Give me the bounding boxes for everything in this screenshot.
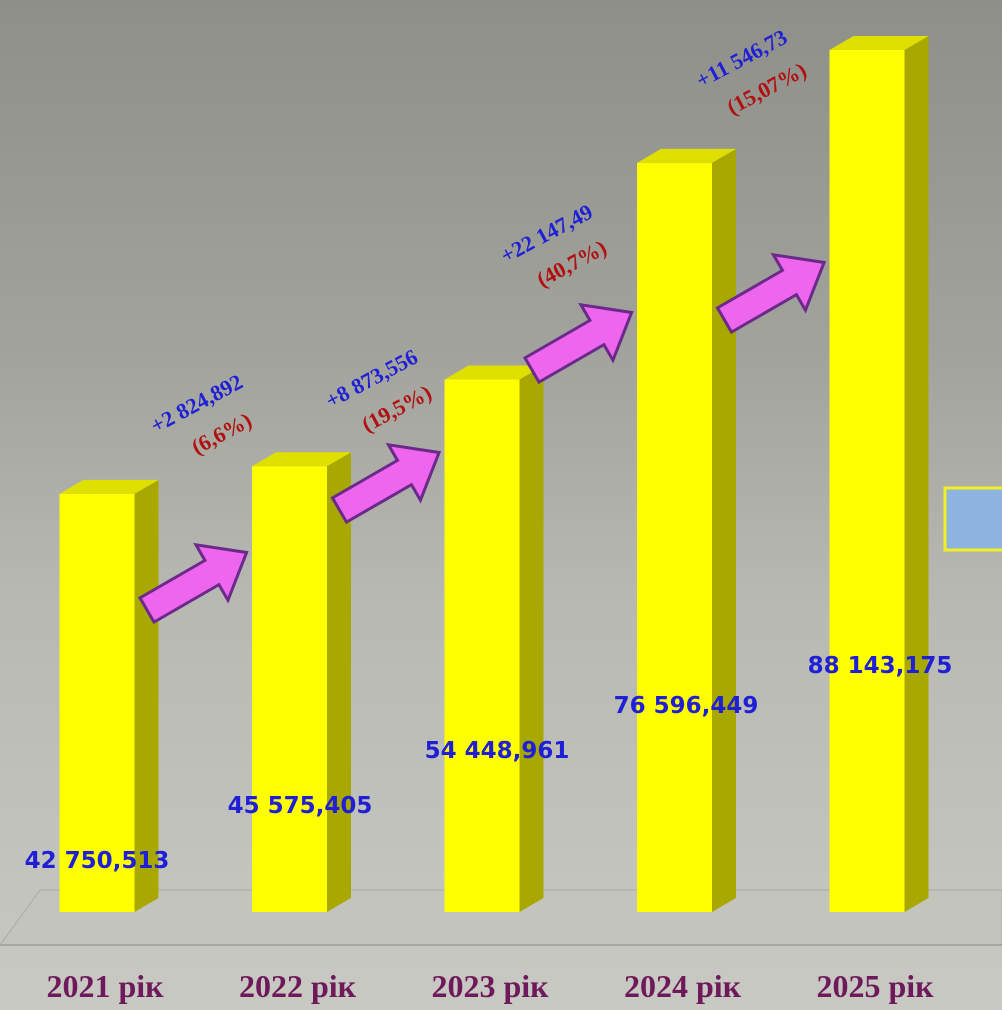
legend-swatch <box>945 488 1002 550</box>
bar-side <box>712 149 736 912</box>
value-label: 54 448,961 <box>425 738 570 764</box>
bar-side <box>520 366 544 912</box>
x-tick-label: 2025 рік <box>816 968 934 1004</box>
value-label: 76 596,449 <box>614 693 759 719</box>
value-label: 42 750,513 <box>25 848 170 874</box>
bar <box>830 50 905 912</box>
x-tick-label: 2022 рік <box>239 968 357 1004</box>
bar <box>637 163 712 912</box>
bar <box>445 380 520 912</box>
value-label: 45 575,405 <box>228 793 373 819</box>
bar-side <box>905 36 929 912</box>
x-tick-label: 2024 рік <box>624 968 742 1004</box>
chart: +2 824,892(6,6%)+8 873,556(19,5%)+22 147… <box>0 0 1002 1010</box>
value-label: 88 143,175 <box>808 653 953 679</box>
bar <box>252 466 327 912</box>
x-tick-label: 2021 рік <box>46 968 164 1004</box>
x-tick-label: 2023 рік <box>431 968 549 1004</box>
